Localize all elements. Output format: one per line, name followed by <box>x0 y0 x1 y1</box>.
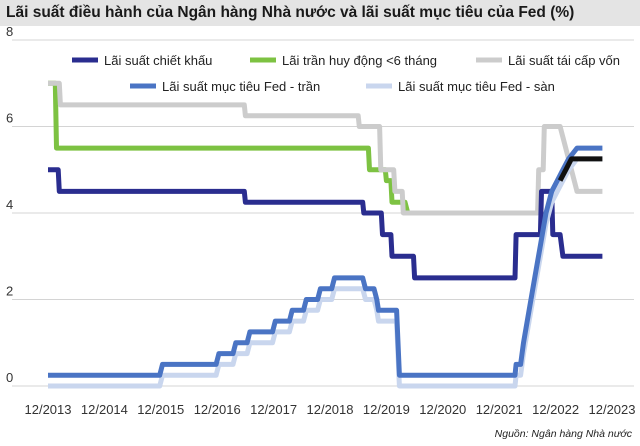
legend-label-2: Lãi suất tái cấp vốn <box>508 53 620 68</box>
legend-label-3: Lãi suất mục tiêu Fed - trần <box>162 79 320 94</box>
legend-label-0: Lãi suất chiết khấu <box>104 53 212 68</box>
series-line-5 <box>557 156 603 182</box>
y-tick-label: 4 <box>6 197 13 212</box>
x-tick-label: 12/2023 <box>589 402 636 417</box>
legend: Lãi suất chiết khấu Lãi trần huy động <6 … <box>72 53 620 94</box>
y-tick-label: 2 <box>6 284 13 299</box>
x-tick-label: 12/2016 <box>194 402 241 417</box>
source-note: Nguồn: Ngân hàng Nhà nước <box>494 428 632 440</box>
series-lines <box>48 80 603 389</box>
series-line-2 <box>48 80 603 216</box>
series-line-3 <box>48 145 603 378</box>
series-line-0 <box>48 167 603 281</box>
x-tick-label: 12/2018 <box>307 402 354 417</box>
x-tick-label: 12/2021 <box>476 402 523 417</box>
legend-label-4: Lãi suất mục tiêu Fed - sàn <box>398 79 555 94</box>
x-tick-label: 12/2013 <box>25 402 72 417</box>
y-tick-label: 8 <box>6 24 13 39</box>
x-tick-label: 12/2015 <box>137 402 184 417</box>
y-tick-label: 0 <box>6 370 13 385</box>
x-tick-label: 12/2017 <box>250 402 297 417</box>
legend-label-1: Lãi trần huy động <6 tháng <box>282 53 437 68</box>
x-tick-label: 12/2022 <box>532 402 579 417</box>
chart-title: Lãi suất điều hành của Ngân hàng Nhà nướ… <box>6 4 575 21</box>
x-axis-ticks: 12/2013 12/2014 12/2015 12/2016 12/2017 12/20… <box>25 402 636 417</box>
y-tick-label: 6 <box>6 111 13 126</box>
y-axis-ticks: 0 2 4 6 8 <box>6 24 13 385</box>
x-tick-label: 12/2019 <box>363 402 410 417</box>
x-tick-label: 12/2014 <box>81 402 128 417</box>
x-tick-label: 12/2020 <box>419 402 466 417</box>
title-bar <box>0 0 640 26</box>
